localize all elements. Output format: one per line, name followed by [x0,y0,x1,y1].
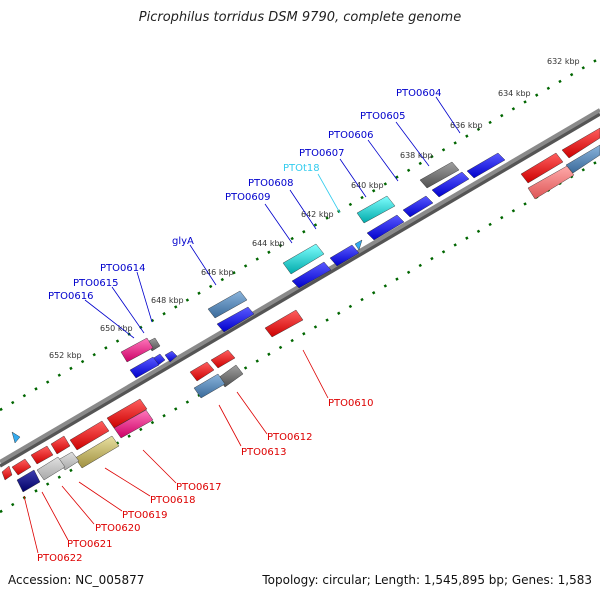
kbp-638: 638 kbp [400,151,433,160]
map-title: Picrophilus torridus DSM 9790, complete … [138,10,462,25]
gene-pto0607-dark[interactable] [419,161,460,189]
gene-pto0614[interactable] [164,350,178,363]
label-pto0622[interactable]: PTO0622 [37,553,82,564]
label-pto0616[interactable]: PTO0616 [48,291,93,302]
label-pto0609[interactable]: PTO0609 [225,192,270,203]
accession-text: Accession: NC_005877 [8,573,145,587]
kbp-634: 634 kbp [498,89,531,98]
kbp-640: 640 kbp [351,181,384,190]
label-pto0604[interactable]: PTO0604 [396,88,441,99]
gene-pto0620-red[interactable] [30,445,54,465]
label-pto0617[interactable]: PTO0617 [176,482,221,493]
genome-info-text: Topology: circular; Length: 1,545,895 bp… [262,573,592,587]
gene-steel-far-right[interactable] [565,144,600,174]
label-pto0620[interactable]: PTO0620 [95,523,140,534]
gene-red-far-right-2[interactable] [561,127,600,159]
gene-pto0604[interactable] [466,152,506,179]
gene-red-left-edge[interactable] [1,465,13,481]
gene-pto0619-red[interactable] [50,435,71,455]
kbp-636: 636 kbp [450,121,483,130]
kbp-642: 642 kbp [301,210,334,219]
kbp-648: 648 kbp [151,296,184,305]
gene-ptot18[interactable] [356,195,396,224]
forward-genes [120,152,506,379]
gene-pto0620[interactable] [36,456,66,481]
label-glya[interactable]: glyA [172,236,194,247]
label-pto0610[interactable]: PTO0610 [328,398,373,409]
gene-pto0609-cyan[interactable] [282,243,325,275]
gene-pto0622[interactable] [16,469,41,493]
reverse-gene-labels: PTO0610 PTO0612 PTO0613 PTO0617 PTO0618 … [23,349,373,564]
gene-pto0618[interactable] [74,435,120,469]
gene-pto0612-red2[interactable] [210,349,236,369]
gene-pto0613[interactable] [193,373,226,399]
reverse-genes [1,127,600,493]
kbp-650: 650 kbp [100,324,133,333]
label-pto0614[interactable]: PTO0614 [100,263,145,274]
label-pto0621[interactable]: PTO0621 [67,539,112,550]
gene-pto0607[interactable] [366,214,405,241]
label-pto0612[interactable]: PTO0612 [267,432,312,443]
gene-pto0608-tip[interactable] [354,239,363,251]
gene-cyan-left-tip[interactable] [11,431,21,444]
gene-pto0605[interactable] [431,171,470,198]
gene-pto0617-red[interactable] [106,398,148,429]
label-ptot18[interactable]: PTOt18 [283,163,320,174]
label-pto0618[interactable]: PTO0618 [150,495,195,506]
gene-pto0617[interactable] [113,409,154,439]
gene-glya-steel[interactable] [207,290,248,319]
gene-pto0616[interactable] [129,356,160,379]
gene-glya[interactable] [216,306,255,333]
label-pto0613[interactable]: PTO0613 [241,447,286,458]
label-pto0606[interactable]: PTO0606 [328,130,373,141]
kbp-labels: 632 kbp 634 kbp 636 kbp 638 kbp 640 kbp … [49,57,580,360]
gene-pto0610[interactable] [264,309,304,338]
label-pto0608[interactable]: PTO0608 [248,178,293,189]
gene-pto0606[interactable] [402,195,434,218]
forward-gene-labels: PTO0604 PTO0605 PTO0606 PTO0607 PTOt18 P… [48,88,461,339]
backbone-shadow [0,112,600,468]
gene-pto0621[interactable] [11,458,32,476]
label-pto0615[interactable]: PTO0615 [73,278,118,289]
kbp-644: 644 kbp [252,239,285,248]
gene-pto0618-red[interactable] [69,420,110,451]
outer-tick-track [0,56,600,412]
label-pto0619[interactable]: PTO0619 [122,510,167,521]
kbp-632: 632 kbp [547,57,580,66]
gene-pto0612-red[interactable] [189,361,215,382]
gene-pto0608[interactable] [329,244,360,267]
gene-pto0616-pink[interactable] [120,337,154,363]
gene-salmon[interactable] [527,165,575,200]
kbp-652: 652 kbp [49,351,82,360]
label-pto0605[interactable]: PTO0605 [360,111,405,122]
label-pto0607[interactable]: PTO0607 [299,148,344,159]
kbp-646: 646 kbp [201,268,234,277]
gene-red-far-right-1[interactable] [520,152,564,184]
gene-pto0609[interactable] [291,261,332,289]
